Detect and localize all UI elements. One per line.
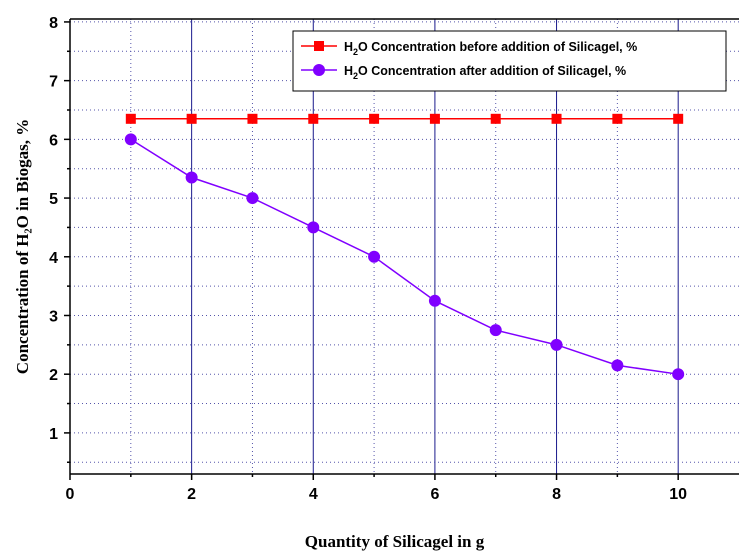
y-tick-label: 4: [49, 250, 58, 267]
y-tick-label: 6: [49, 132, 58, 149]
axes: [64, 18, 739, 480]
data-point-circle: [124, 133, 137, 146]
legend-marker-square: [314, 41, 324, 51]
data-point-square: [369, 113, 380, 124]
x-tick-label: 0: [66, 486, 75, 503]
data-point-square: [308, 113, 319, 124]
y-tick-label: 3: [49, 308, 58, 325]
y-axis-title: Concentration of H₂O in Biogas, %: [13, 119, 32, 374]
y-tick-label: 5: [49, 191, 58, 208]
x-tick-label: 10: [669, 486, 687, 503]
series-line-2: [130, 138, 679, 375]
legend-label: H2O Concentration before addition of Sil…: [344, 40, 637, 57]
data-point-square: [490, 113, 501, 124]
y-tick-label: 8: [49, 15, 58, 32]
x-axis-title: Quantity of Silicagel in g: [305, 532, 485, 551]
legend: H2O Concentration before addition of Sil…: [292, 30, 727, 92]
legend-box: [292, 30, 727, 92]
data-point-circle: [185, 171, 198, 184]
data-point-circle: [611, 359, 624, 372]
y-tick-label: 1: [49, 426, 58, 443]
data-point-circle: [428, 294, 441, 307]
x-tick-label: 4: [309, 486, 318, 503]
data-point-square: [429, 113, 440, 124]
data-point-square: [186, 113, 197, 124]
legend-marker-circle: [313, 64, 325, 76]
data-point-circle: [672, 368, 685, 381]
data-point-circle: [368, 250, 381, 263]
data-point-circle: [246, 192, 259, 205]
data-point-square: [551, 113, 562, 124]
x-tick-label: 2: [187, 486, 196, 503]
series-layer: [124, 113, 685, 381]
legend-label: H2O Concentration after addition of Sili…: [344, 64, 626, 81]
grid: [70, 19, 739, 474]
data-point-square: [673, 113, 684, 124]
data-point-square: [125, 113, 136, 124]
data-point-circle: [489, 324, 502, 337]
x-tick-label: 6: [430, 486, 439, 503]
data-point-square: [247, 113, 258, 124]
y-tick-label: 7: [49, 74, 58, 91]
data-point-circle: [550, 338, 563, 351]
y-tick-label: 2: [49, 367, 58, 384]
x-tick-label: 8: [552, 486, 561, 503]
data-point-square: [612, 113, 623, 124]
data-point-circle: [307, 221, 320, 234]
